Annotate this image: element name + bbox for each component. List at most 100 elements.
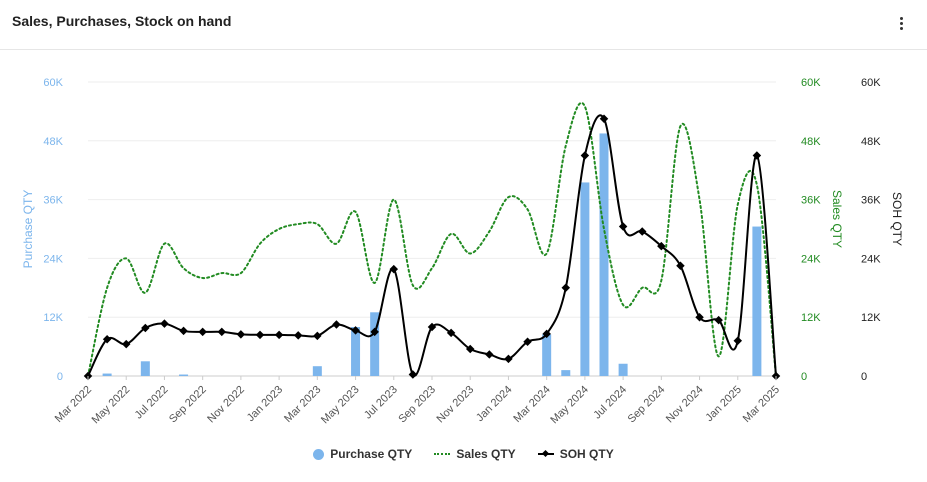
soh-marker — [523, 337, 532, 346]
sales-axis-title: Sales QTY — [830, 190, 844, 248]
purchase-bar — [351, 327, 361, 376]
soh-marker — [370, 327, 379, 337]
legend-soh[interactable]: SOH QTY — [537, 446, 614, 462]
purchase-bar — [140, 361, 150, 376]
purchase-axis-tick: 12K — [43, 312, 63, 324]
purchase-bar — [312, 366, 322, 376]
x-tick-label: Mar 2025 — [741, 384, 782, 425]
menu-dot — [899, 21, 903, 25]
soh-swatch — [537, 453, 554, 455]
soh-axis-tick: 48K — [861, 136, 881, 148]
x-tick-label: Nov 2023 — [435, 384, 477, 426]
soh-marker — [465, 344, 475, 354]
purchase-bar — [370, 312, 380, 376]
purchase-bars — [102, 133, 762, 376]
soh-marker — [274, 330, 284, 340]
sales-axis-tick: 0 — [801, 371, 807, 383]
sales-series — [87, 102, 777, 377]
soh-marker — [752, 151, 762, 160]
soh-marker — [637, 227, 647, 236]
card-header: Sales, Purchases, Stock on hand — [0, 0, 927, 50]
sales-axis-tick: 48K — [801, 136, 821, 148]
purchase-axis-tick: 60K — [43, 77, 63, 89]
chart-title: Sales, Purchases, Stock on hand — [12, 13, 232, 29]
legend-purchase[interactable]: Purchase QTY — [313, 446, 412, 462]
purchase-bar — [179, 374, 189, 376]
soh-axis-tick: 36K — [861, 195, 881, 207]
legend-sales-label: Sales QTY — [456, 447, 516, 461]
legend-sales[interactable]: Sales QTY — [434, 446, 516, 462]
sales-swatch — [434, 453, 451, 455]
soh-axis-tick: 24K — [861, 253, 881, 265]
soh-axis-tick: 12K — [861, 312, 881, 324]
soh-marker — [121, 339, 131, 349]
soh-marker — [255, 330, 265, 340]
x-tick-label: Mar 2022 — [53, 384, 94, 425]
soh-axis-title: SOH QTY — [890, 192, 904, 246]
x-tick-label: Jan 2025 — [703, 384, 743, 424]
soh-marker — [408, 370, 418, 379]
x-tick-label: Jul 2023 — [362, 384, 400, 422]
purchase-bar — [561, 370, 571, 376]
soh-marker — [198, 327, 207, 337]
x-tick-label: May 2024 — [548, 384, 591, 427]
x-tick-label: Sep 2022 — [167, 384, 209, 426]
sales-line — [87, 102, 777, 377]
x-tick-label: Sep 2023 — [396, 384, 438, 426]
menu-dot — [899, 16, 903, 20]
x-tick-label: Mar 2023 — [282, 384, 323, 425]
soh-axis-tick: 60K — [861, 77, 881, 89]
x-tick-label: Jul 2024 — [591, 384, 629, 422]
x-tick-label: Nov 2022 — [205, 384, 247, 426]
soh-marker — [733, 336, 743, 345]
soh-marker — [618, 222, 628, 231]
soh-axis-tick: 0 — [861, 371, 867, 383]
soh-marker — [580, 151, 590, 160]
soh-marker — [676, 261, 685, 270]
purchase-swatch — [313, 448, 325, 460]
legend-purchase-label: Purchase QTY — [330, 447, 413, 461]
soh-marker — [389, 264, 399, 274]
purchase-bar — [580, 182, 590, 376]
soh-marker — [714, 315, 723, 325]
purchase-bar — [542, 334, 552, 376]
legend-soh-label: SOH QTY — [559, 447, 614, 461]
purchase-axis-tick: 48K — [43, 136, 63, 148]
more-vertical-icon[interactable] — [891, 12, 911, 34]
soh-marker — [293, 331, 303, 340]
purchase-bar — [102, 373, 112, 376]
axes: 0 0 0 12K 12K 12K 24K 24K 24K 36K 36K 36K 48K 48K 48K 6… — [21, 77, 904, 426]
soh-marker — [504, 354, 513, 364]
soh-marker — [351, 326, 360, 335]
x-tick-label: Jan 2023 — [245, 384, 285, 424]
purchase-bar — [599, 133, 609, 376]
soh-marker — [695, 312, 704, 322]
x-tick-label: Sep 2024 — [626, 384, 668, 426]
purchase-axis-tick: 0 — [57, 371, 63, 383]
soh-marker — [332, 320, 341, 329]
x-tick-label: Jan 2024 — [474, 384, 514, 424]
menu-dot — [899, 26, 903, 30]
sales-axis-tick: 36K — [801, 195, 821, 207]
soh-marker — [179, 326, 188, 336]
soh-marker — [102, 335, 112, 344]
x-tick-label: May 2022 — [90, 384, 133, 427]
sales-axis-tick: 60K — [801, 77, 821, 89]
soh-marker — [561, 283, 571, 293]
soh-line — [87, 114, 777, 377]
soh-marker — [427, 322, 437, 332]
purchase-axis-tick: 36K — [43, 195, 63, 207]
purchase-axis-tick: 24K — [43, 253, 63, 265]
purchase-bar — [618, 363, 628, 376]
x-tick-label: Mar 2024 — [511, 384, 552, 425]
soh-marker — [217, 327, 227, 337]
purchase-bar — [752, 226, 762, 376]
x-tick-label: Nov 2024 — [664, 384, 706, 426]
soh-marker — [542, 329, 551, 339]
soh-marker — [141, 323, 150, 333]
sales-axis-tick: 12K — [801, 312, 821, 324]
soh-marker — [485, 350, 494, 359]
soh-marker — [313, 331, 322, 341]
x-tick-label: May 2023 — [319, 384, 362, 427]
